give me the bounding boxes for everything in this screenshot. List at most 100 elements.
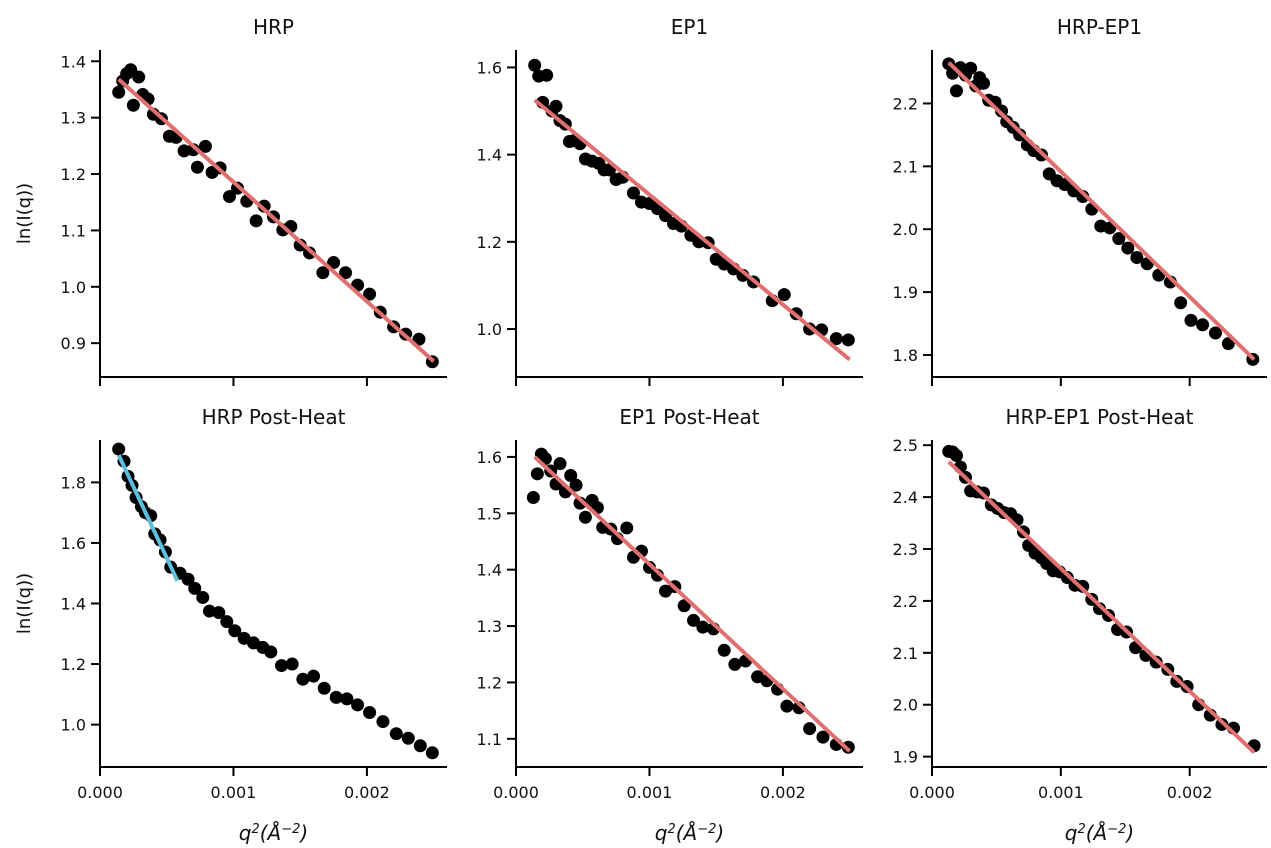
y-tick-label: 2.2 [893, 94, 918, 113]
data-point [841, 333, 855, 347]
data-point [296, 672, 310, 686]
y-tick-label: 1.0 [61, 278, 86, 297]
data-point [642, 560, 656, 574]
data-point [329, 690, 343, 704]
data-point [249, 214, 263, 228]
data-point [1058, 178, 1072, 192]
x-tick-label: 0.002 [1167, 783, 1213, 802]
data-point [717, 643, 731, 657]
x-tick-label: 0.001 [211, 783, 257, 802]
data-point [196, 590, 210, 604]
data-point [553, 457, 567, 471]
data-point [339, 266, 353, 280]
data-point [212, 606, 226, 620]
y-tick-label: 1.4 [61, 595, 86, 614]
data-point [188, 581, 202, 595]
data-point [376, 715, 390, 729]
panel-1: HRP 0.9 1.0 1.1 1.2 1.3 1.4 ln(I(q)) [14, 15, 447, 386]
data-point [977, 76, 991, 90]
data-point [413, 739, 427, 753]
data-point [780, 699, 794, 713]
data-point [351, 698, 365, 712]
data-point [728, 657, 742, 671]
data-point [530, 467, 544, 481]
y-tick-label: 1.1 [477, 730, 502, 749]
fit-line [117, 77, 435, 363]
panel-title: HRP-EP1 Post-Heat [1005, 405, 1193, 429]
y-tick-label: 1.3 [477, 617, 502, 636]
data-point [620, 521, 634, 535]
data-point [949, 449, 963, 463]
x-tick-label: 0.002 [344, 783, 390, 802]
data-point [526, 491, 540, 505]
y-tick-label: 1.4 [477, 146, 502, 165]
y-tick-label: 2.2 [893, 592, 918, 611]
data-point [340, 692, 354, 706]
panel-5: EP1 Post-Heat 1.1 1.2 1.3 1.4 1.5 1.6 0.000 0.00… [477, 405, 863, 845]
fit-line [533, 98, 851, 362]
data-point [198, 139, 212, 153]
y-tick-label: 1.2 [477, 673, 502, 692]
data-point [803, 722, 817, 736]
data-point [1208, 326, 1222, 340]
y-tick-label: 1.9 [893, 283, 918, 302]
y-tick-label: 2.3 [893, 540, 918, 559]
x-tick-label: 0.001 [627, 783, 673, 802]
y-tick-label: 1.8 [61, 473, 86, 492]
data-point [126, 98, 140, 112]
data-point [307, 669, 321, 683]
data-point [293, 238, 307, 252]
data-point [687, 613, 701, 627]
data-point [1130, 251, 1144, 265]
data-point [285, 657, 299, 671]
data-point [829, 332, 843, 346]
panel-2: EP1 1.0 1.2 1.4 1.6 [477, 15, 863, 386]
y-tick-label: 1.2 [61, 165, 86, 184]
data-point [1121, 241, 1135, 255]
data-point [816, 730, 830, 744]
x-axis-label: q2(Å−2) [1065, 821, 1134, 845]
y-tick-label: 2.1 [893, 157, 918, 176]
y-tick-label: 1.8 [893, 346, 918, 365]
data-point [363, 706, 377, 719]
data-point [777, 288, 791, 302]
data-point [112, 442, 126, 456]
x-tick-label: 0.000 [493, 783, 539, 802]
data-point [132, 70, 146, 84]
data-point [578, 510, 592, 524]
data-point [549, 99, 563, 113]
y-tick-label: 1.0 [61, 716, 86, 735]
data-point [626, 186, 640, 200]
data-point [222, 190, 236, 204]
data-point [677, 599, 691, 613]
data-point [569, 478, 583, 492]
y-tick-label: 1.0 [477, 320, 502, 339]
x-tick-label: 0.000 [77, 783, 123, 802]
data-point [564, 469, 578, 483]
y-tick-label: 1.5 [477, 504, 502, 523]
y-tick-label: 2.4 [893, 488, 918, 507]
x-tick-label: 0.000 [909, 783, 955, 802]
fit-line [116, 454, 180, 582]
data-point [540, 68, 554, 82]
data-point [949, 84, 963, 98]
data-point [327, 256, 341, 270]
x-axis-label: q2(Å−2) [655, 821, 724, 845]
data-point [316, 266, 330, 280]
data-point [1184, 313, 1198, 327]
data-point [317, 681, 331, 695]
data-point [264, 645, 278, 659]
panel-3: HRP-EP1 1.8 1.9 2.0 2.1 2.2 [893, 15, 1267, 386]
y-tick-label: 1.6 [477, 58, 502, 77]
y-tick-label: 1.2 [61, 655, 86, 674]
x-tick-label: 0.002 [760, 783, 806, 802]
data-point [181, 572, 195, 586]
y-tick-label: 1.2 [477, 233, 502, 252]
data-point [190, 160, 204, 174]
fit-line [533, 455, 852, 753]
panel-4: HRP Post-Heat 1.0 1.2 1.4 1.6 1.8 0.000 0.001 0.… [14, 405, 447, 845]
fit-line [947, 460, 1256, 754]
data-point [389, 727, 403, 741]
data-point [1221, 337, 1235, 351]
